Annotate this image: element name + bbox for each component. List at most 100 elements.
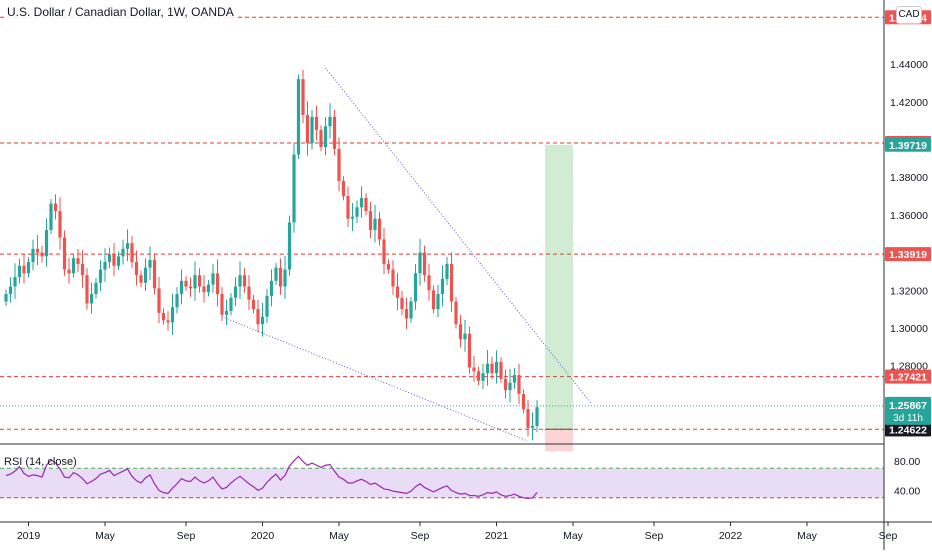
- candle-body: [440, 278, 445, 295]
- price-tick: 1.28000: [890, 361, 928, 373]
- loss-zone: [545, 429, 573, 452]
- candle-body: [373, 218, 377, 230]
- candle-body: [44, 229, 49, 257]
- price-tick: 1.32000: [890, 285, 928, 297]
- candle-body: [80, 263, 85, 276]
- rsi-tick: 40.00: [894, 485, 920, 497]
- candle-body: [152, 260, 157, 289]
- candle-body: [391, 269, 395, 287]
- candle-body: [494, 361, 499, 374]
- candle-body: [215, 273, 220, 295]
- candle-body: [521, 393, 526, 410]
- candle-body: [436, 294, 440, 310]
- candle-body: [395, 286, 400, 298]
- candle-body: [116, 256, 121, 266]
- time-tick: 2021: [485, 530, 509, 542]
- candle-body: [296, 79, 301, 155]
- price-label-bg: [885, 369, 931, 384]
- candle-body: [130, 243, 134, 262]
- time-tick: May: [95, 530, 116, 542]
- candle-body: [112, 254, 116, 266]
- candle-body: [202, 286, 206, 293]
- time-tick: Sep: [411, 530, 430, 542]
- price-label: 1.33919: [889, 249, 927, 261]
- candle-body: [409, 301, 413, 319]
- candle-body: [13, 277, 17, 287]
- candle-body: [377, 218, 382, 240]
- candle-body: [188, 286, 193, 289]
- candle-body: [485, 363, 490, 374]
- candle-body: [62, 237, 67, 270]
- candle-body: [274, 267, 278, 281]
- candle-body: [359, 197, 364, 208]
- time-tick: Sep: [879, 530, 898, 542]
- candle-body: [17, 265, 22, 278]
- candle-body: [332, 116, 337, 149]
- candles: [4, 69, 539, 441]
- candle-body: [26, 261, 31, 274]
- time-tick: May: [329, 530, 350, 542]
- rsi-band: [0, 468, 884, 498]
- candle-body: [121, 248, 125, 257]
- candle-body: [382, 239, 386, 264]
- candle-body: [413, 273, 418, 302]
- current-price-label: 1.25867: [889, 400, 927, 412]
- candle-body: [427, 275, 431, 291]
- candle-body: [242, 275, 247, 287]
- candle-body: [418, 252, 422, 274]
- candle-body: [467, 333, 472, 368]
- candle-body: [355, 207, 359, 217]
- candle-body: [85, 275, 89, 304]
- candle-body: [211, 273, 215, 285]
- candle-body: [193, 275, 197, 289]
- candle-body: [260, 316, 265, 325]
- candle-body: [535, 407, 539, 426]
- candle-body: [251, 299, 256, 310]
- time-tick: May: [563, 530, 584, 542]
- rsi-line: [5, 455, 538, 500]
- candle-body: [350, 216, 355, 219]
- candle-body: [184, 280, 188, 287]
- candle-body: [71, 258, 76, 274]
- candle-body: [458, 324, 463, 340]
- candle-body: [503, 378, 508, 391]
- price-axis: 1.464841.398121.397191.339191.274211.246…: [883, 0, 931, 550]
- rsi-tick: 80.00: [894, 456, 920, 468]
- candle-body: [134, 261, 139, 276]
- candle-body: [386, 263, 391, 270]
- candle-body: [287, 222, 292, 270]
- price-label-bg: [885, 137, 931, 152]
- candle-body: [305, 114, 310, 144]
- rsi-legend: RSI (14, close): [4, 456, 77, 468]
- candle-body: [206, 284, 211, 293]
- price-tick: 1.38000: [890, 172, 928, 184]
- candle-body: [4, 294, 8, 302]
- price-label: 1.27421: [889, 372, 927, 384]
- long-position-tool[interactable]: [545, 144, 573, 452]
- candle-body: [8, 286, 13, 295]
- profit-zone: [545, 144, 573, 430]
- candle-body: [58, 211, 62, 238]
- candle-body: [98, 269, 103, 283]
- trendline: [221, 316, 529, 442]
- candle-body: [400, 297, 404, 310]
- currency-badge[interactable]: CAD: [896, 6, 922, 24]
- candle-body: [265, 295, 269, 317]
- horizontal-levels: [0, 16, 884, 430]
- trendlines[interactable]: [221, 67, 592, 442]
- candle-body: [166, 320, 170, 323]
- candle-body: [175, 294, 179, 308]
- trendline: [325, 67, 592, 404]
- candle-body: [337, 148, 341, 181]
- candle-body: [512, 375, 517, 383]
- candle-body: [269, 280, 274, 296]
- candle-body: [481, 373, 485, 381]
- candle-body: [341, 180, 346, 197]
- candle-body: [283, 269, 287, 287]
- candle-body: [53, 203, 58, 212]
- chart-title: U.S. Dollar / Canadian Dollar, 1W, OANDA: [4, 4, 237, 20]
- candle-body: [148, 260, 152, 268]
- candle-body: [139, 275, 143, 283]
